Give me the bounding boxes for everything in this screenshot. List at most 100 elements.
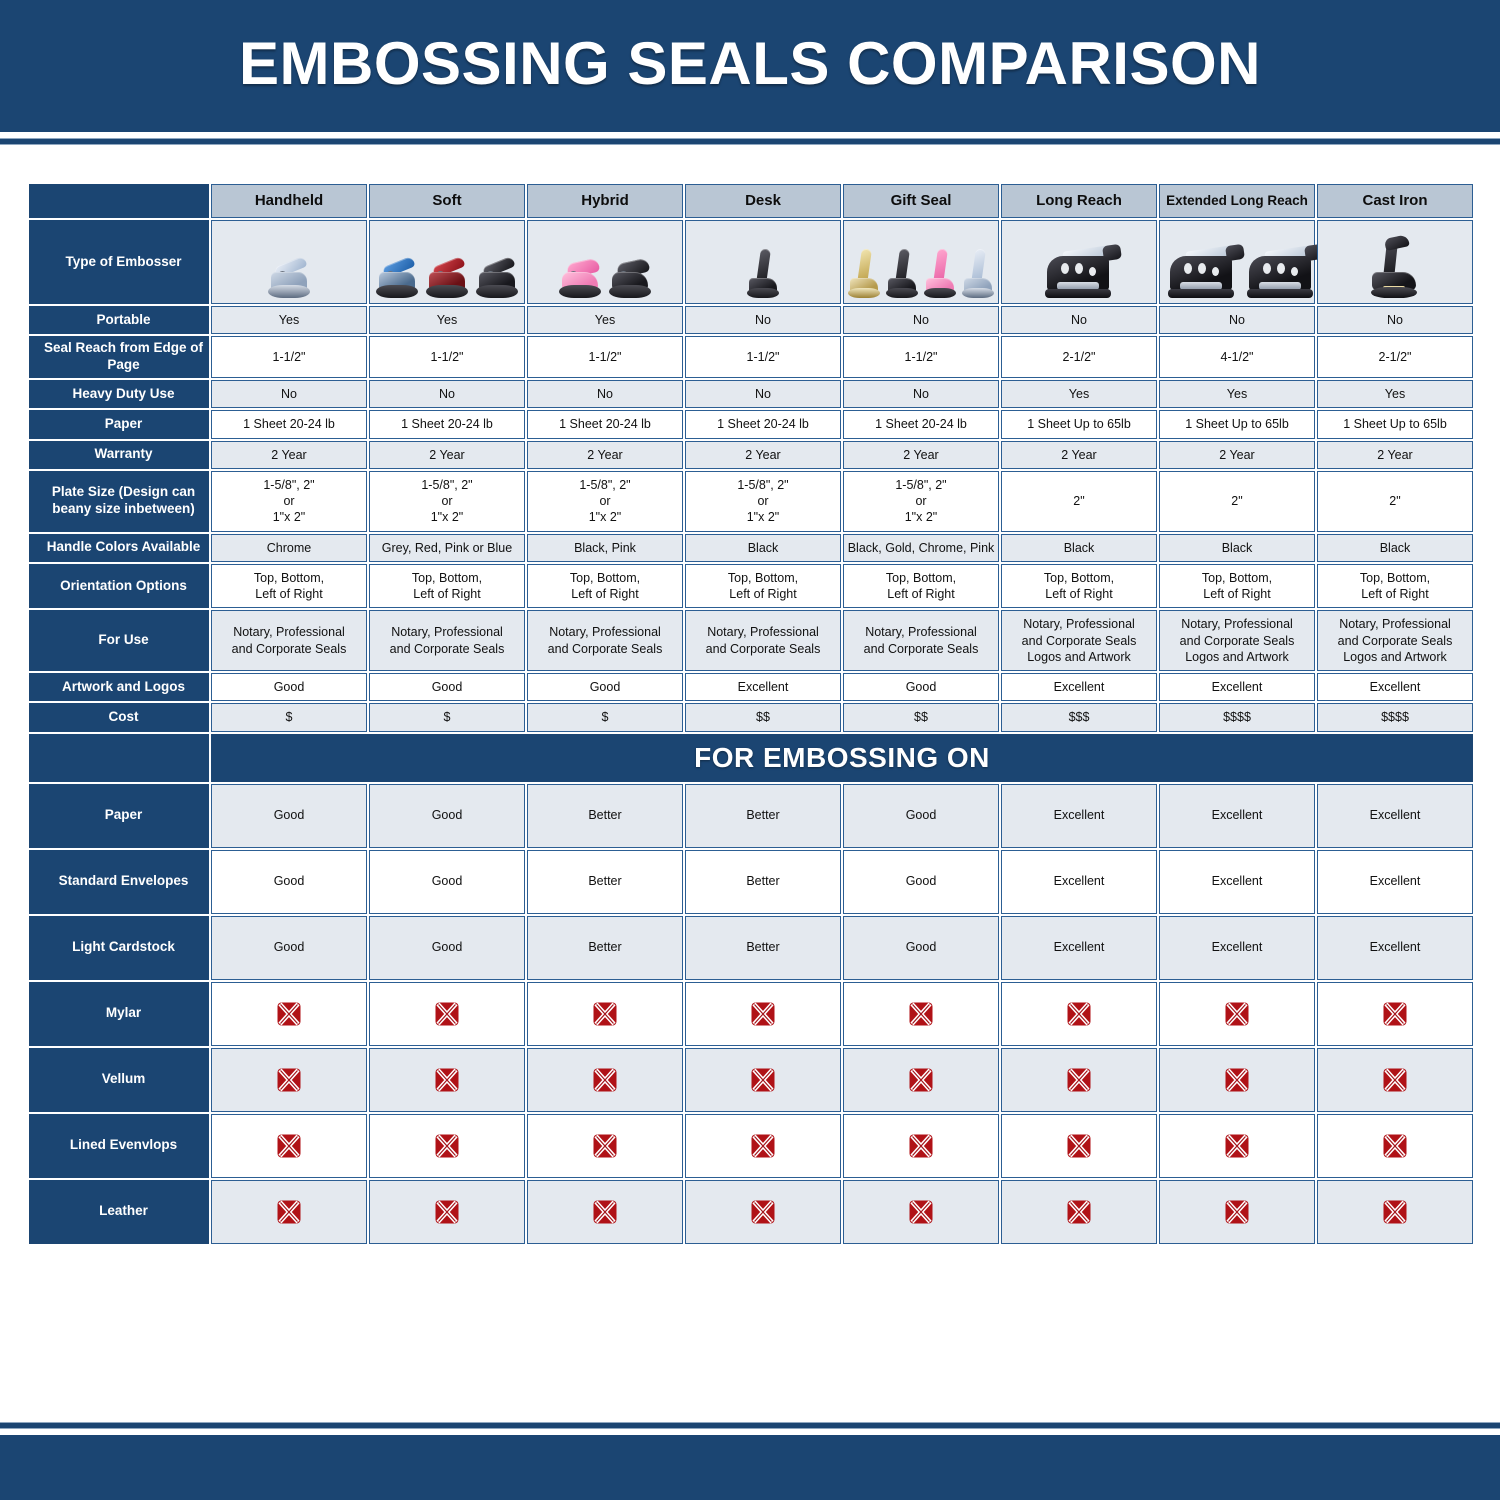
- cell-r5-c4: 1-5/8", 2" or 1"x 2": [843, 470, 999, 532]
- embossing-cell-r2-c1: Good: [369, 915, 525, 980]
- x-mark-icon: [751, 1002, 775, 1025]
- table-row: Vellum: [29, 1047, 1473, 1112]
- row-label-3: Paper: [29, 410, 209, 439]
- cell-r2-c1: No: [369, 380, 525, 409]
- comparison-table-body: Handheld Soft Hybrid Desk Gift Seal Long Reac…: [29, 184, 1473, 1244]
- row-label-4: Warranty: [29, 440, 209, 469]
- cell-r0-c3: No: [685, 306, 841, 335]
- embosser-image-cell-0: [211, 220, 367, 304]
- cell-r0-c4: No: [843, 306, 999, 335]
- column-header-2[interactable]: Hybrid: [527, 184, 683, 218]
- column-header-7[interactable]: Cast Iron: [1317, 184, 1473, 218]
- embossing-cell-r3-c4: [843, 981, 999, 1046]
- cell-r3-c5: 1 Sheet Up to 65lb: [1001, 410, 1157, 439]
- embossing-cell-r3-c3: [685, 981, 841, 1046]
- cell-r4-c3: 2 Year: [685, 440, 841, 469]
- embossing-cell-r3-c5: [1001, 981, 1157, 1046]
- row-label-10: Cost: [29, 703, 209, 732]
- section-banner-spacer: [29, 733, 209, 782]
- embossing-cell-r5-c4: [843, 1113, 999, 1178]
- embossing-cell-r3-c6: [1159, 981, 1315, 1046]
- cell-r7-c0: Top, Bottom, Left of Right: [211, 563, 367, 609]
- x-mark-icon: [435, 1002, 459, 1025]
- embossing-cell-r1-c6: Excellent: [1159, 849, 1315, 914]
- column-header-3[interactable]: Desk: [685, 184, 841, 218]
- cell-r6-c2: Black, Pink: [527, 533, 683, 562]
- embossing-cell-r1-c2: Better: [527, 849, 683, 914]
- table-corner-cell: [29, 184, 209, 218]
- embossing-cell-r0-c0: Good: [211, 783, 367, 848]
- embossing-row-label-3: Mylar: [29, 981, 209, 1046]
- column-header-0[interactable]: Handheld: [211, 184, 367, 218]
- cell-r7-c1: Top, Bottom, Left of Right: [369, 563, 525, 609]
- cell-r3-c4: 1 Sheet 20-24 lb: [843, 410, 999, 439]
- embossing-cell-r4-c3: [685, 1047, 841, 1112]
- cell-r9-c7: Excellent: [1317, 673, 1473, 702]
- cell-r5-c3: 1-5/8", 2" or 1"x 2": [685, 470, 841, 532]
- row-label-5: Plate Size (Design can beany size inbetw…: [29, 470, 209, 532]
- cell-r6-c0: Chrome: [211, 533, 367, 562]
- table-row: Orientation Options Top, Bottom, Left of R…: [29, 563, 1473, 609]
- extended-long-reach-embosser-icon: [1160, 226, 1324, 298]
- embossing-cell-r4-c0: [211, 1047, 367, 1112]
- embosser-image-cell-3: [685, 220, 841, 304]
- cell-r4-c4: 2 Year: [843, 440, 999, 469]
- embossing-cell-r5-c7: [1317, 1113, 1473, 1178]
- embossing-cell-r6-c7: [1317, 1179, 1473, 1244]
- embossing-row-label-0: Paper: [29, 783, 209, 848]
- embossing-cell-r6-c6: [1159, 1179, 1315, 1244]
- cell-r2-c2: No: [527, 380, 683, 409]
- embossing-cell-r4-c4: [843, 1047, 999, 1112]
- desk-embosser-icon: [686, 226, 840, 298]
- embossing-row-label-5: Lined Evenvlops: [29, 1113, 209, 1178]
- embossing-row-label-6: Leather: [29, 1179, 209, 1244]
- gift-seal-embosser-icon: [844, 226, 998, 298]
- cell-r8-c6: Notary, Professional and Corporate Seals L…: [1159, 610, 1315, 671]
- cell-r3-c2: 1 Sheet 20-24 lb: [527, 410, 683, 439]
- cell-r10-c5: $$$: [1001, 703, 1157, 732]
- embossing-cell-r0-c2: Better: [527, 783, 683, 848]
- cell-r9-c6: Excellent: [1159, 673, 1315, 702]
- x-mark-icon: [1067, 1002, 1091, 1025]
- column-header-4[interactable]: Gift Seal: [843, 184, 999, 218]
- cell-r9-c2: Good: [527, 673, 683, 702]
- embossing-cell-r0-c3: Better: [685, 783, 841, 848]
- cell-r3-c1: 1 Sheet 20-24 lb: [369, 410, 525, 439]
- cell-r0-c7: No: [1317, 306, 1473, 335]
- embossing-cell-r3-c7: [1317, 981, 1473, 1046]
- table-header-row: Handheld Soft Hybrid Desk Gift Seal Long Reac…: [29, 184, 1473, 218]
- table-row: Warranty 2 Year 2 Year 2 Year 2 Year 2 Year 2 …: [29, 440, 1473, 469]
- table-row: For Use Notary, Professional and Corporate…: [29, 610, 1473, 671]
- long-reach-embosser-icon: [1002, 226, 1156, 298]
- cell-r7-c5: Top, Bottom, Left of Right: [1001, 563, 1157, 609]
- embossing-cell-r3-c0: [211, 981, 367, 1046]
- bottom-divider-rule: [0, 1422, 1500, 1429]
- embossing-cell-r2-c5: Excellent: [1001, 915, 1157, 980]
- table-row: Cost $ $ $ $$ $$ $$$ $$$$ $$$$: [29, 703, 1473, 732]
- column-header-6[interactable]: Extended Long Reach: [1159, 184, 1315, 218]
- embossing-cell-r6-c2: [527, 1179, 683, 1244]
- cell-r4-c2: 2 Year: [527, 440, 683, 469]
- cell-r1-c7: 2-1/2": [1317, 336, 1473, 378]
- embossing-cell-r2-c7: Excellent: [1317, 915, 1473, 980]
- cell-r0-c6: No: [1159, 306, 1315, 335]
- column-header-1[interactable]: Soft: [369, 184, 525, 218]
- column-header-5[interactable]: Long Reach: [1001, 184, 1157, 218]
- row-label-8: For Use: [29, 610, 209, 671]
- table-row: Artwork and Logos Good Good Good Excellent Go…: [29, 673, 1473, 702]
- embossing-cell-r1-c3: Better: [685, 849, 841, 914]
- cell-r8-c2: Notary, Professional and Corporate Seals: [527, 610, 683, 671]
- cell-r10-c7: $$$$: [1317, 703, 1473, 732]
- cell-r6-c3: Black: [685, 533, 841, 562]
- embossing-cell-r4-c7: [1317, 1047, 1473, 1112]
- embossing-row-label-2: Light Cardstock: [29, 915, 209, 980]
- cell-r4-c7: 2 Year: [1317, 440, 1473, 469]
- embossing-cell-r5-c3: [685, 1113, 841, 1178]
- x-mark-icon: [277, 1002, 301, 1025]
- embossing-cell-r5-c0: [211, 1113, 367, 1178]
- table-row: Paper Good Good Better Better Good Excellent Ex…: [29, 783, 1473, 848]
- table-row: Leather: [29, 1179, 1473, 1244]
- x-mark-icon: [1225, 1002, 1249, 1025]
- x-mark-icon: [751, 1068, 775, 1091]
- table-row: Paper 1 Sheet 20-24 lb 1 Sheet 20-24 lb 1 S…: [29, 410, 1473, 439]
